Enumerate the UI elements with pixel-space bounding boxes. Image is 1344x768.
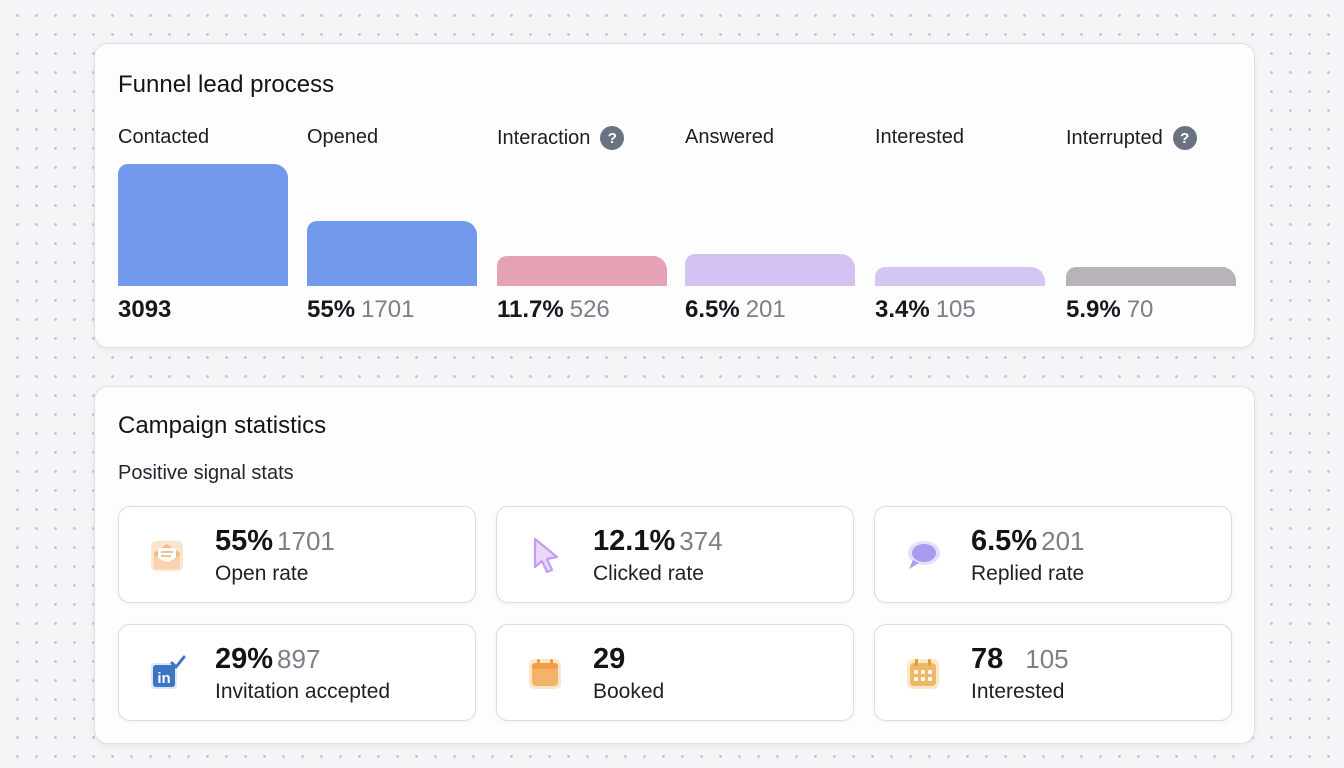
- stage-values: 3.4% 105: [875, 296, 976, 324]
- help-icon[interactable]: ?: [600, 126, 625, 150]
- linkedin-check-icon: in: [145, 651, 189, 695]
- stage-count: 526: [569, 296, 610, 323]
- stat-card-clicked-rate[interactable]: 12.1% 374 Clicked rate: [496, 506, 854, 603]
- stage-count: 70: [1126, 296, 1154, 323]
- stage-percent: 6.5%: [685, 296, 740, 323]
- funnel-bar: [307, 221, 477, 286]
- funnel-bar: [875, 267, 1045, 286]
- stage-values: 3093: [118, 296, 171, 324]
- funnel-title: Funnel lead process: [118, 71, 335, 98]
- stage-count: 1701: [361, 296, 415, 323]
- funnel-stage-answered: Answered 6.5% 201: [685, 126, 855, 336]
- stage-label: Answered: [685, 126, 774, 149]
- stat-card-open-rate[interactable]: 55% 1701 Open rate: [118, 506, 476, 603]
- stage-values: 55% 1701: [307, 296, 414, 324]
- campaign-title: Campaign statistics: [118, 412, 327, 439]
- stage-label: Opened: [307, 126, 378, 149]
- stage-count: 201: [745, 296, 786, 323]
- stage-label: Interaction?: [497, 126, 625, 150]
- funnel-stage-interested: Interested 3.4% 105: [875, 126, 1045, 336]
- stat-values: 78 105: [971, 643, 1069, 676]
- funnel-card: Funnel lead process Contacted 3093 Opened 5…: [94, 43, 1255, 348]
- funnel-bar: [118, 164, 288, 286]
- stat-values: 55% 1701: [215, 525, 335, 558]
- stage-values: 5.9% 70: [1066, 296, 1153, 324]
- stage-label-text: Contacted: [118, 126, 210, 148]
- stat-card-booked[interactable]: 29 Booked: [496, 624, 854, 721]
- bar-area: [875, 164, 1045, 286]
- bar-area: [685, 164, 855, 286]
- stat-label: Open rate: [215, 562, 309, 585]
- stat-percent: 55%: [215, 525, 274, 557]
- stage-percent: 11.7%: [497, 296, 564, 323]
- funnel-stage-interrupted: Interrupted? 5.9% 70: [1066, 126, 1236, 336]
- stat-count: 374: [679, 526, 723, 556]
- stat-label: Clicked rate: [593, 562, 704, 585]
- calendar-grid-icon: [901, 651, 945, 695]
- bar-area: [497, 164, 667, 286]
- stage-label: Interrupted?: [1066, 126, 1197, 150]
- stat-count: 1701: [277, 526, 335, 556]
- stage-label-text: Opened: [307, 126, 379, 148]
- bar-area: [307, 164, 477, 286]
- stage-label-text: Interested: [875, 126, 964, 148]
- stage-percent: 55%: [307, 296, 356, 323]
- stat-count: 897: [277, 644, 321, 674]
- stat-percent: 78: [971, 643, 1004, 675]
- stage-values: 6.5% 201: [685, 296, 786, 324]
- stat-percent: 6.5%: [971, 525, 1038, 557]
- stage-label: Contacted: [118, 126, 209, 149]
- stat-card-interested[interactable]: 78 105 Interested: [874, 624, 1232, 721]
- campaign-statistics-card: Campaign statistics Positive signal stat…: [94, 386, 1255, 744]
- stat-label: Replied rate: [971, 562, 1085, 585]
- stage-label: Interested: [875, 126, 964, 149]
- stage-label-text: Interaction: [497, 126, 591, 149]
- funnel-stage-interaction: Interaction? 11.7% 526: [497, 126, 667, 336]
- stat-percent: 12.1%: [593, 525, 676, 557]
- stage-values: 11.7% 526: [497, 296, 610, 324]
- stat-percent: 29%: [215, 643, 274, 675]
- stage-count: 3093: [118, 296, 172, 323]
- stage-count: 105: [935, 296, 976, 323]
- stat-label: Booked: [593, 680, 665, 703]
- stage-percent: 5.9%: [1066, 296, 1121, 323]
- calendar-icon: [523, 651, 567, 695]
- stat-values: 29% 897: [215, 643, 320, 676]
- bar-area: [118, 164, 288, 286]
- stat-count: 201: [1041, 526, 1085, 556]
- funnel-bar: [685, 254, 855, 286]
- svg-text:in: in: [157, 670, 170, 687]
- funnel-stage-contacted: Contacted 3093: [118, 126, 288, 336]
- positive-signal-subtitle: Positive signal stats: [118, 462, 294, 484]
- envelope-icon: [145, 533, 189, 577]
- stat-count: 105: [1025, 644, 1069, 674]
- funnel-stage-opened: Opened 55% 1701: [307, 126, 477, 336]
- stat-percent: 29: [593, 643, 626, 675]
- stat-card-replied-rate[interactable]: 6.5% 201 Replied rate: [874, 506, 1232, 603]
- stage-label-text: Interrupted: [1066, 126, 1163, 149]
- funnel-bar: [497, 256, 667, 286]
- stat-label: Invitation accepted: [215, 680, 391, 703]
- stat-card-invitation-accepted[interactable]: in 29% 897 Invitation accepted: [118, 624, 476, 721]
- chat-bubble-icon: [901, 533, 945, 577]
- stat-values: 29: [593, 643, 625, 676]
- stat-values: 12.1% 374: [593, 525, 723, 558]
- help-icon[interactable]: ?: [1172, 126, 1197, 150]
- cursor-icon: [523, 533, 567, 577]
- stat-label: Interested: [971, 680, 1065, 703]
- stage-label-text: Answered: [685, 126, 774, 148]
- bar-area: [1066, 164, 1236, 286]
- stage-percent: 3.4%: [875, 296, 930, 323]
- stat-values: 6.5% 201: [971, 525, 1085, 558]
- funnel-bar: [1066, 267, 1236, 286]
